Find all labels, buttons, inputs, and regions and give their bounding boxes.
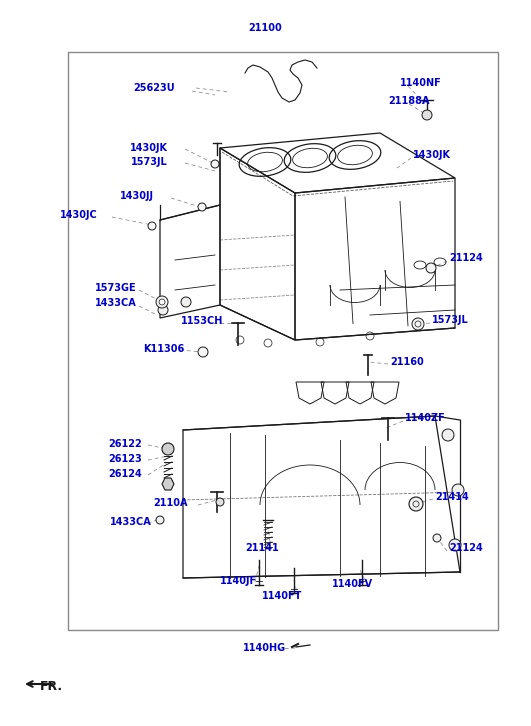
Text: 1573JL: 1573JL bbox=[131, 157, 168, 167]
Text: K11306: K11306 bbox=[143, 344, 184, 354]
Text: 21188A: 21188A bbox=[388, 96, 430, 106]
Text: 1433CA: 1433CA bbox=[110, 517, 152, 527]
Text: 1140HG: 1140HG bbox=[243, 643, 286, 653]
Circle shape bbox=[433, 534, 441, 542]
Circle shape bbox=[449, 539, 461, 551]
Circle shape bbox=[211, 160, 219, 168]
Text: 1140NF: 1140NF bbox=[400, 78, 442, 88]
Text: 21124: 21124 bbox=[449, 253, 483, 263]
Circle shape bbox=[422, 110, 432, 120]
Polygon shape bbox=[162, 478, 174, 490]
Circle shape bbox=[148, 222, 156, 230]
Circle shape bbox=[216, 498, 224, 506]
Circle shape bbox=[198, 347, 208, 357]
Circle shape bbox=[452, 484, 464, 496]
Text: 1430JJ: 1430JJ bbox=[120, 191, 154, 201]
Text: 1140FT: 1140FT bbox=[262, 591, 302, 601]
Text: 26122: 26122 bbox=[108, 439, 142, 449]
Text: 1430JK: 1430JK bbox=[413, 150, 451, 160]
Text: 1433CA: 1433CA bbox=[95, 298, 137, 308]
Bar bbox=[68, 52, 498, 630]
Text: 21414: 21414 bbox=[435, 492, 469, 502]
Text: 26123: 26123 bbox=[108, 454, 142, 464]
Circle shape bbox=[412, 318, 424, 330]
Text: 1573JL: 1573JL bbox=[432, 315, 469, 325]
Text: 1573GE: 1573GE bbox=[95, 283, 136, 293]
Circle shape bbox=[426, 263, 436, 273]
Circle shape bbox=[158, 305, 168, 315]
Circle shape bbox=[198, 203, 206, 211]
Text: 1153CH: 1153CH bbox=[181, 316, 224, 326]
Circle shape bbox=[442, 429, 454, 441]
Text: FR.: FR. bbox=[40, 680, 63, 693]
Circle shape bbox=[156, 516, 164, 524]
Text: 1430JK: 1430JK bbox=[130, 143, 168, 153]
Text: 26124: 26124 bbox=[108, 469, 142, 479]
Text: 21160: 21160 bbox=[390, 357, 424, 367]
Text: 21124: 21124 bbox=[449, 543, 483, 553]
Circle shape bbox=[156, 296, 168, 308]
Text: 21100: 21100 bbox=[248, 23, 282, 33]
Text: 1430JC: 1430JC bbox=[60, 210, 98, 220]
Text: 1140ZF: 1140ZF bbox=[405, 413, 446, 423]
Text: 21141: 21141 bbox=[245, 543, 279, 553]
Text: 2110A: 2110A bbox=[153, 498, 187, 508]
Circle shape bbox=[181, 297, 191, 307]
Text: 1140JF: 1140JF bbox=[220, 576, 257, 586]
Circle shape bbox=[409, 497, 423, 511]
Circle shape bbox=[162, 443, 174, 455]
Text: 25623U: 25623U bbox=[133, 83, 175, 93]
Text: 1140FV: 1140FV bbox=[332, 579, 373, 589]
